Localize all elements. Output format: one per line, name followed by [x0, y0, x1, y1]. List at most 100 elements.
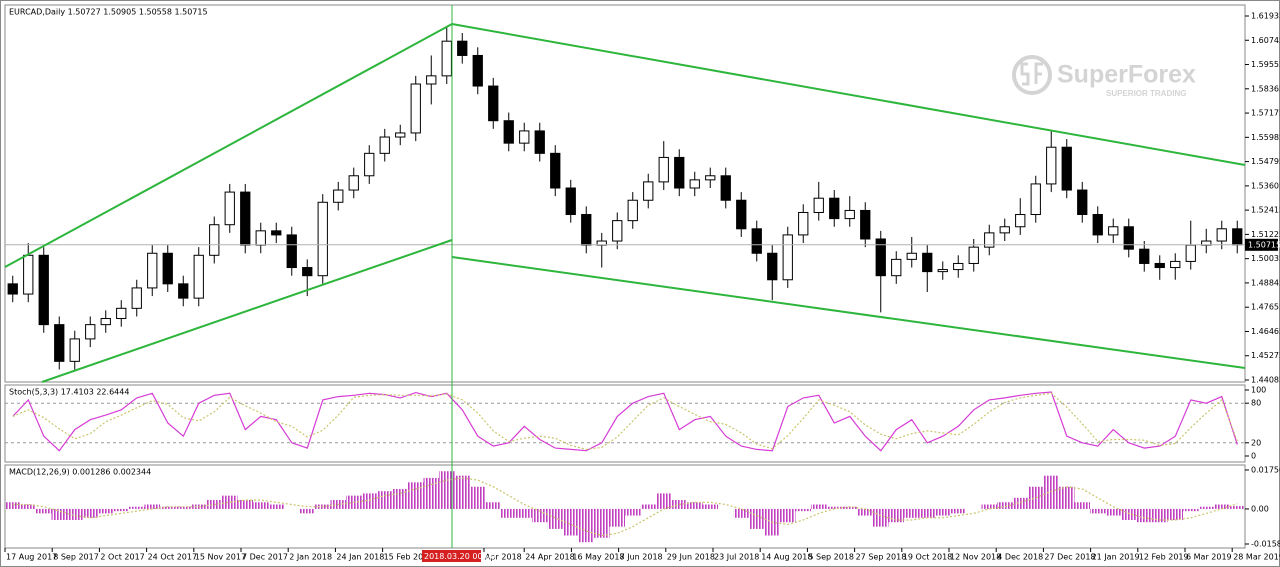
x-tick-label: 29 Jun 2018 [667, 553, 715, 562]
y-tick-label: 1.61935 [1251, 12, 1280, 21]
candle-body [54, 324, 65, 362]
macd-bar [547, 508, 563, 529]
macd-bar [1043, 475, 1059, 509]
macd-bar [749, 508, 765, 529]
macd-bar [516, 508, 532, 518]
x-tick-label: 24 Oct 2017 [148, 553, 197, 562]
candle-body [379, 136, 390, 154]
x-tick-label: 21 Jan 2019 [1092, 553, 1140, 562]
watermark: SuperForex SUPERIOR TRADING [1012, 55, 1196, 98]
macd-bar [485, 502, 501, 509]
macd-bar [1090, 508, 1106, 514]
macd-bar [20, 504, 36, 509]
macd-bar [501, 508, 517, 518]
candle-body [1139, 248, 1150, 264]
x-tick-label: 6 Mar 2019 [1186, 553, 1232, 562]
y-tick-label: 1.53605 [1251, 181, 1280, 190]
y-tick-label: 0.00 [1251, 504, 1269, 513]
indicator-line [12, 391, 1238, 452]
x-tick-label: 2 Jan 2018 [289, 553, 332, 562]
macd-bar [997, 502, 1013, 509]
candle-body [829, 197, 840, 220]
candle-body [286, 234, 297, 269]
indicator-line [12, 392, 1238, 451]
candle-body [23, 254, 34, 295]
macd-bar [1229, 506, 1245, 509]
candle-body [953, 262, 964, 271]
candle-body [1154, 262, 1165, 269]
x-tick-label: 27 Sep 2018 [856, 553, 907, 562]
macd-bar [82, 508, 98, 518]
candle-body [720, 175, 731, 201]
stoch-panel [4, 384, 1246, 463]
y-tick-label: 100 [1251, 386, 1266, 395]
x-tick-label: Apr 2018 [485, 553, 522, 562]
candle-body [271, 230, 282, 236]
candle-body [488, 85, 499, 122]
candle-body [1108, 226, 1119, 236]
candle-body [844, 209, 855, 220]
candle-body [503, 120, 514, 144]
macd-bar [935, 508, 951, 516]
candle-body [255, 230, 266, 246]
macd-bar [423, 477, 439, 509]
macd-bar [222, 495, 238, 509]
macd-bar [919, 508, 935, 518]
macd-bar [780, 508, 796, 523]
macd-bar [1012, 497, 1028, 509]
x-tick-label: 28 Mar 2019 [1233, 553, 1280, 562]
candle-body [302, 267, 313, 277]
trend-line [451, 23, 1246, 166]
candle-body [705, 175, 716, 181]
candle-body [100, 318, 111, 326]
candle-body [658, 156, 669, 183]
candle-body [1216, 228, 1227, 242]
candle-body [565, 187, 576, 216]
candle-body [1046, 146, 1057, 185]
y-tick-label: 0.01756 [1251, 466, 1280, 475]
y-tick-label: -0.01582 [1251, 540, 1280, 549]
candle-body [798, 211, 809, 236]
y-tick-label: 1.48845 [1251, 278, 1280, 287]
candle-body [472, 54, 483, 87]
macd-bar [67, 508, 83, 521]
macd-bar [594, 508, 610, 538]
macd-bar [1136, 508, 1152, 523]
watermark-logo-mark [1020, 62, 1043, 86]
y-tick-label: 1.55985 [1251, 133, 1280, 142]
macd-bar [1198, 506, 1214, 509]
macd-bar [1121, 508, 1137, 521]
candle-body [69, 338, 80, 362]
last-price-label: 1.50715 [1248, 240, 1280, 249]
panel-title: MACD(12,26,9) 0.001286 0.002344 [9, 468, 151, 477]
candle-body [674, 156, 685, 189]
macd-bar [454, 475, 470, 509]
macd-bar [1059, 486, 1075, 509]
y-tick-label: 1.52415 [1251, 206, 1280, 215]
x-tick-label: 27 Dec 2018 [1044, 553, 1095, 562]
candle-body [1061, 146, 1072, 191]
candle-body [457, 40, 468, 56]
candle-body [519, 130, 530, 144]
candle-body [348, 175, 359, 191]
candle-body [736, 199, 747, 230]
macd-bar [1105, 508, 1121, 516]
macd-bar [113, 508, 129, 512]
candle-body [333, 189, 344, 203]
macd-bar [811, 504, 827, 509]
candle-body [1185, 244, 1196, 262]
y-tick-label: 0 [1251, 452, 1256, 461]
panel-title: Stoch(5,3,3) 17.4103 22.6444 [9, 388, 129, 397]
macd-bar [377, 491, 393, 509]
macd-bar [873, 508, 889, 527]
macd-bar [206, 500, 222, 509]
macd-bar [98, 508, 114, 514]
candle-body [968, 246, 979, 264]
x-tick-label: 16 May 2018 [572, 553, 624, 562]
candle-body [813, 197, 824, 213]
candle-body [906, 252, 917, 260]
macd-bar [36, 508, 52, 514]
candle-body [937, 269, 948, 273]
candle-body [860, 209, 871, 240]
